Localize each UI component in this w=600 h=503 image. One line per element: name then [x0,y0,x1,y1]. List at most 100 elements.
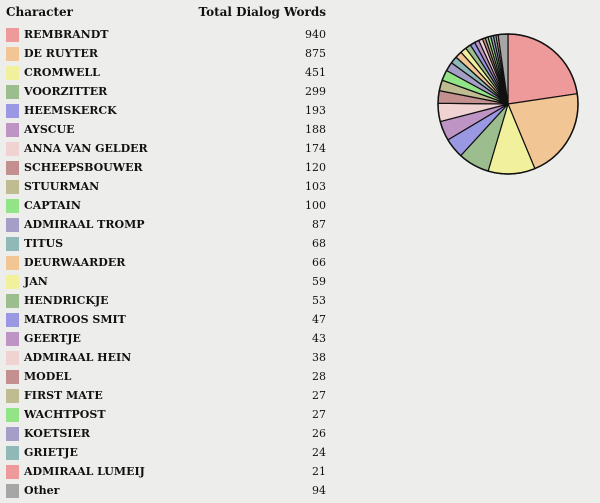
character-name: AYSCUE [24,123,75,136]
word-count: 193 [305,104,326,117]
word-count: 174 [305,142,326,155]
character-name: FIRST MATE [24,389,103,402]
table-row: TITUS 68 [6,234,326,253]
character-name: WACHTPOST [24,408,106,421]
table-row: WACHTPOST 27 [6,405,326,424]
word-count: 28 [312,370,326,383]
word-count: 21 [312,465,326,478]
character-column-header: Character [6,5,73,19]
word-count: 27 [312,389,326,402]
legend-swatch-cell [6,481,24,500]
legend-swatch-cell [6,291,24,310]
legend-swatch [6,103,19,118]
table-row: HEEMSKERCK 193 [6,101,326,120]
character-name: ADMIRAAL HEIN [24,351,132,364]
legend-swatch [6,350,19,365]
character-name: VOORZITTER [24,85,108,98]
word-count: 66 [312,256,326,269]
legend-swatch [6,217,19,232]
dialog-words-table: Character Total Dialog Words REMBRANDT 94… [6,5,326,500]
legend-swatch [6,293,19,308]
table-body: REMBRANDT 940 DE RUYTER 875 CROMWELL 451 VOORZ… [6,25,326,500]
pie-slice [507,33,578,105]
legend-swatch [6,179,19,194]
legend-swatch [6,312,19,327]
character-name: GRIETJE [24,446,78,459]
legend-swatch-cell [6,101,24,120]
legend-swatch [6,274,19,289]
table-row: Other 94 [6,481,326,500]
legend-swatch [6,65,19,80]
legend-swatch-cell [6,462,24,481]
legend-swatch [6,369,19,384]
legend-swatch [6,84,19,99]
legend-swatch-cell [6,25,24,44]
legend-swatch-cell [6,44,24,63]
legend-swatch-cell [6,120,24,139]
word-count: 100 [305,199,326,212]
legend-swatch [6,27,19,42]
table-row: GRIETJE 24 [6,443,326,462]
table-row: STUURMAN 103 [6,177,326,196]
word-count: 68 [312,237,326,250]
legend-swatch-cell [6,82,24,101]
word-count: 47 [312,313,326,326]
table-row: MATROOS SMIT 47 [6,310,326,329]
legend-swatch-cell [6,348,24,367]
legend-swatch [6,445,19,460]
word-count: 451 [305,66,326,79]
legend-swatch-cell [6,367,24,386]
table-row: KOETSIER 26 [6,424,326,443]
table-row: SCHEEPSBOUWER 120 [6,158,326,177]
word-count: 27 [312,408,326,421]
character-name: ADMIRAAL TROMP [24,218,145,231]
table-header-row: Character Total Dialog Words [6,5,326,25]
character-name: CAPTAIN [24,199,81,212]
word-count: 53 [312,294,326,307]
word-count: 299 [305,85,326,98]
legend-swatch [6,236,19,251]
character-name: ADMIRAAL LUMEIJ [24,465,145,478]
legend-swatch [6,198,19,213]
word-count: 87 [312,218,326,231]
words-column-header: Total Dialog Words [198,5,326,19]
character-name: DEURWAARDER [24,256,126,269]
table-row: MODEL 28 [6,367,326,386]
table-row: DE RUYTER 875 [6,44,326,63]
table-row: REMBRANDT 940 [6,25,326,44]
legend-swatch-cell [6,234,24,253]
legend-swatch-cell [6,63,24,82]
word-count: 120 [305,161,326,174]
character-name: Other [24,484,60,497]
word-count: 103 [305,180,326,193]
word-count: 188 [305,123,326,136]
legend-swatch [6,255,19,270]
legend-swatch [6,426,19,441]
character-name: STUURMAN [24,180,100,193]
table-row: ADMIRAAL LUMEIJ 21 [6,462,326,481]
legend-swatch-cell [6,139,24,158]
table-row: GEERTJE 43 [6,329,326,348]
table-row: CROMWELL 451 [6,63,326,82]
legend-swatch-cell [6,424,24,443]
legend-swatch-cell [6,158,24,177]
legend-swatch-cell [6,329,24,348]
legend-swatch-cell [6,177,24,196]
word-count: 940 [305,28,326,41]
legend-swatch [6,464,19,479]
character-name: JAN [24,275,48,288]
character-name: SCHEEPSBOUWER [24,161,143,174]
legend-swatch-cell [6,215,24,234]
character-name: GEERTJE [24,332,81,345]
word-count: 59 [312,275,326,288]
table-row: ANNA VAN GELDER 174 [6,139,326,158]
character-name: REMBRANDT [24,28,109,41]
character-name: HENDRICKJE [24,294,109,307]
legend-swatch-cell [6,405,24,424]
legend-swatch [6,331,19,346]
character-name: CROMWELL [24,66,100,79]
legend-swatch-cell [6,253,24,272]
character-name: MODEL [24,370,72,383]
legend-swatch [6,46,19,61]
table-row: AYSCUE 188 [6,120,326,139]
